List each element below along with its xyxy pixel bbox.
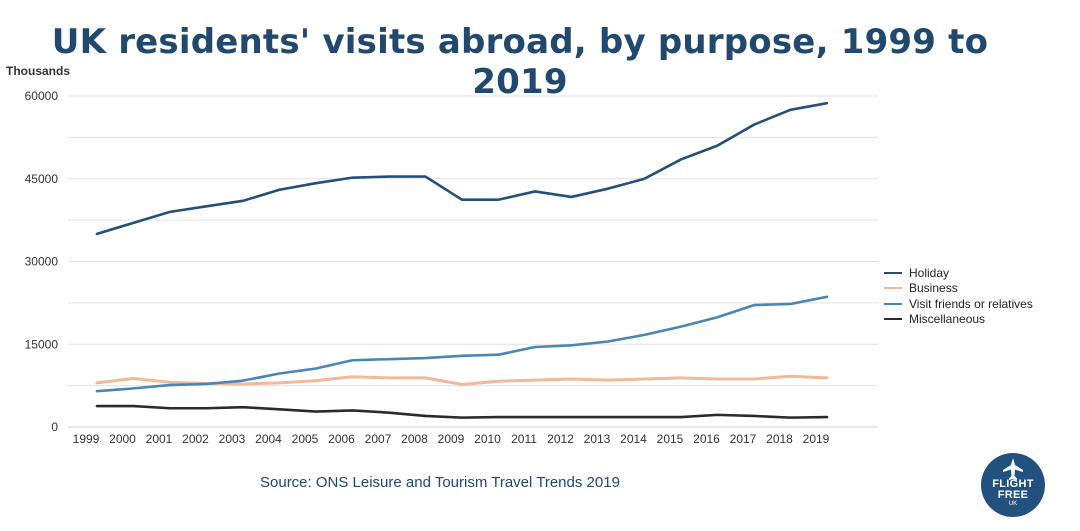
y-tick-label: 45000 — [25, 172, 59, 186]
legend-item-visit-friends-or-relatives: Visit friends or relatives — [884, 296, 1033, 312]
x-tick-label: 2006 — [328, 432, 355, 446]
x-tick-label: 2005 — [292, 432, 319, 446]
x-tick-label: 2011 — [511, 432, 537, 446]
flight-free-logo[interactable]: FLIGHT FREE UK — [981, 453, 1045, 517]
y-axis-label: Thousands — [6, 64, 71, 78]
logo-text-free: FREE — [997, 489, 1029, 501]
x-tick-label: 2001 — [146, 432, 173, 446]
x-tick-label: 2017 — [730, 432, 757, 446]
y-tick-label: 30000 — [25, 255, 59, 269]
x-tick-label: 2009 — [438, 432, 465, 446]
x-tick-label: 2010 — [474, 432, 501, 446]
legend-label: Visit friends or relatives — [909, 296, 1033, 311]
x-tick-label: 2007 — [365, 432, 392, 446]
x-tick-label: 2019 — [803, 432, 830, 446]
legend-label: Miscellaneous — [909, 312, 986, 327]
chart-title: UK residents' visits abroad, by purpose,… — [51, 22, 989, 102]
plane-icon — [1003, 458, 1023, 480]
legend-item-business: Business — [884, 281, 1033, 297]
legend-swatch — [884, 271, 902, 274]
x-tick-label: 2003 — [219, 432, 246, 446]
series-line-miscellaneous — [95, 404, 829, 419]
legend: Holiday Business Visit friends or relative… — [884, 265, 1033, 327]
y-tick-label: 60000 — [25, 89, 59, 103]
x-tick-label: 2013 — [584, 432, 611, 446]
legend-swatch — [884, 287, 902, 290]
legend-item-holiday: Holiday — [884, 265, 1033, 281]
legend-swatch — [884, 318, 902, 321]
logo-text-uk: UK — [1008, 501, 1018, 507]
x-tick-label: 2008 — [401, 432, 428, 446]
x-tick-label: 2000 — [109, 432, 136, 446]
y-tick-label: 15000 — [25, 337, 59, 351]
legend-swatch — [884, 302, 902, 305]
source-note: Source: ONS Leisure and Tourism Travel T… — [260, 474, 620, 491]
logo-text-flight: FLIGHT — [992, 478, 1034, 490]
series-line-holiday — [95, 101, 829, 236]
series-line-visit-friends-or-relatives — [95, 295, 829, 393]
x-tick-label: 2016 — [693, 432, 720, 446]
legend-label: Holiday — [909, 265, 950, 280]
x-tick-label: 2004 — [255, 432, 282, 446]
x-tick-label: 2012 — [547, 432, 574, 446]
x-tick-label: 1999 — [73, 432, 100, 446]
x-tick-label: 2014 — [620, 432, 647, 446]
x-tick-label: 2015 — [657, 432, 684, 446]
legend-item-miscellaneous: Miscellaneous — [884, 312, 1033, 328]
x-tick-label: 2002 — [182, 432, 209, 446]
y-tick-label: 0 — [51, 420, 58, 434]
legend-label: Business — [909, 281, 958, 296]
x-tick-label: 2018 — [766, 432, 793, 446]
